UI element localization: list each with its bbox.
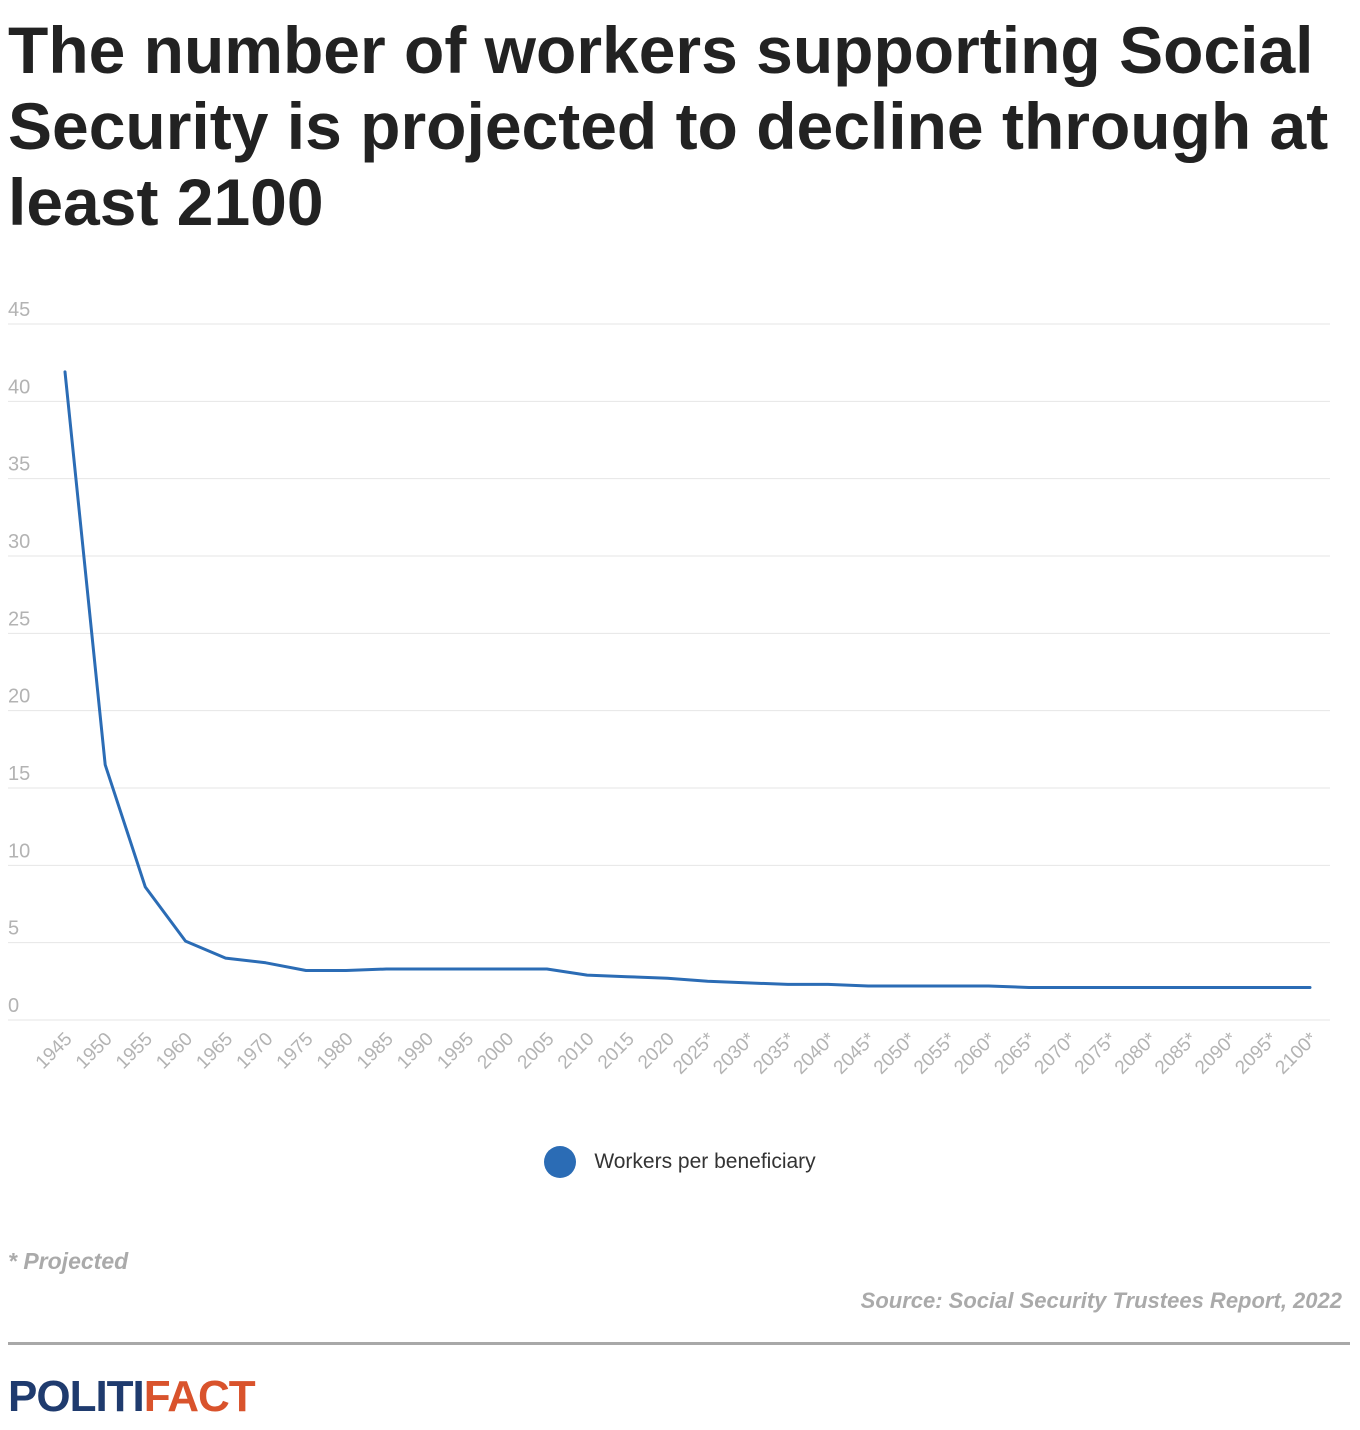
series-line [63, 370, 1312, 989]
x-tick-label: 1950 [72, 1029, 117, 1074]
x-tick-label: 1955 [112, 1029, 157, 1074]
x-tick-label: 2030* [709, 1028, 759, 1078]
logo-part-1: POLITI [8, 1372, 145, 1421]
x-tick-label: 1980 [313, 1029, 358, 1074]
y-tick-label: 25 [8, 608, 30, 630]
y-tick-label: 35 [8, 454, 30, 476]
x-tick-label: 1990 [393, 1029, 438, 1074]
line-chart: 0510152025303540451945195019551960196519… [8, 299, 1330, 1079]
y-tick-label: 30 [8, 531, 30, 553]
x-tick-label: 2100* [1272, 1028, 1322, 1078]
y-tick-label: 40 [8, 376, 30, 398]
x-tick-label: 2050* [870, 1028, 920, 1078]
x-tick-label: 1970 [233, 1029, 278, 1074]
x-tick-label: 2070* [1031, 1028, 1081, 1078]
y-tick-label: 45 [8, 299, 30, 321]
x-tick-label: 2095* [1231, 1028, 1281, 1078]
y-tick-label: 15 [8, 763, 30, 785]
x-tick-label: 1995 [433, 1029, 478, 1074]
x-tick-label: 2055* [910, 1028, 960, 1078]
x-tick-label: 2065* [990, 1028, 1040, 1078]
legend-swatch [544, 1146, 577, 1178]
x-tick-label: 2060* [950, 1028, 1000, 1078]
x-tick-label: 1945 [32, 1029, 77, 1074]
x-tick-label: 1985 [353, 1029, 398, 1074]
legend-label: Workers per beneficiary [594, 1150, 816, 1173]
x-tick-label: 1965 [192, 1029, 237, 1074]
x-tick-label: 2015 [594, 1029, 639, 1074]
y-tick-label: 10 [8, 840, 30, 862]
x-tick-label: 1975 [273, 1029, 318, 1074]
y-tick-label: 0 [8, 995, 19, 1017]
x-tick-label: 2005 [514, 1029, 559, 1074]
x-tick-label: 2085* [1151, 1028, 1201, 1078]
y-tick-label: 5 [8, 918, 19, 940]
x-tick-label: 2000 [474, 1029, 519, 1074]
x-tick-label: 2025* [669, 1028, 719, 1078]
x-tick-label: 2045* [830, 1028, 880, 1078]
logo-part-2: FACT [143, 1372, 256, 1421]
projected-note: * Projected [8, 1248, 129, 1274]
divider [8, 1342, 1350, 1345]
x-tick-label: 1960 [152, 1029, 197, 1074]
legend: Workers per beneficiary [0, 1146, 1360, 1178]
x-tick-label: 2080* [1111, 1028, 1161, 1078]
y-tick-label: 20 [8, 686, 30, 708]
x-tick-label: 2090* [1191, 1028, 1241, 1078]
politifact-logo: POLITIFACT [8, 1372, 256, 1422]
chart-title: The number of workers supporting Social … [8, 13, 1329, 239]
source-note: Source: Social Security Trustees Report,… [860, 1288, 1342, 1313]
x-tick-label: 2010 [554, 1029, 599, 1074]
x-tick-label: 2035* [749, 1028, 799, 1078]
x-tick-label: 2075* [1071, 1028, 1121, 1078]
x-tick-label: 2040* [790, 1028, 840, 1078]
